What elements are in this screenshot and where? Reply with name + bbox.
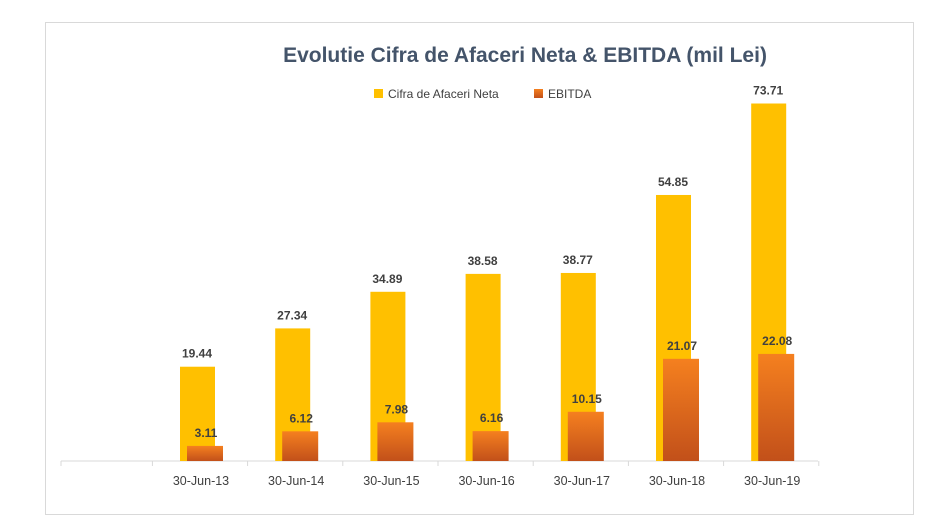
bar-ebitda-30-Jun-18 — [663, 358, 699, 461]
chart-legend: Cifra de Afaceri Neta EBITDA — [374, 87, 591, 101]
data-label-revenue-30-Jun-19: 73.71 — [753, 84, 783, 98]
legend-label-ebitda: EBITDA — [548, 87, 591, 101]
bar-ebitda-30-Jun-14 — [282, 431, 319, 461]
data-label-revenue-30-Jun-13: 19.44 — [182, 347, 212, 361]
legend-label-revenue: Cifra de Afaceri Neta — [388, 87, 499, 101]
bar-revenue-30-Jun-13 — [180, 366, 215, 461]
data-label-ebitda-30-Jun-18: 21.07 — [667, 339, 697, 353]
bar-ebitda-30-Jun-17 — [567, 411, 604, 461]
legend-swatch-revenue — [374, 89, 383, 98]
data-label-revenue-30-Jun-17: 38.77 — [563, 253, 593, 267]
bar-ebitda-30-Jun-13 — [187, 445, 223, 461]
data-label-ebitda-30-Jun-19: 22.08 — [762, 334, 792, 348]
x-tick-label-30-Jun-18: 30-Jun-18 — [649, 474, 705, 488]
data-label-revenue-30-Jun-18: 54.85 — [658, 175, 688, 189]
bar-ebitda-30-Jun-16 — [472, 431, 509, 461]
data-label-revenue-30-Jun-15: 34.89 — [372, 272, 402, 286]
data-label-ebitda-30-Jun-15: 7.98 — [385, 402, 409, 416]
x-tick-label-30-Jun-16: 30-Jun-16 — [458, 474, 514, 488]
x-tick-label-30-Jun-14: 30-Jun-14 — [268, 474, 324, 488]
x-tick-label-30-Jun-17: 30-Jun-17 — [554, 474, 610, 488]
data-label-ebitda-30-Jun-17: 10.15 — [572, 392, 602, 406]
data-label-ebitda-30-Jun-14: 6.12 — [290, 411, 314, 425]
data-label-revenue-30-Jun-14: 27.34 — [277, 308, 307, 322]
x-tick-label-30-Jun-19: 30-Jun-19 — [744, 474, 800, 488]
x-tick-label-30-Jun-13: 30-Jun-13 — [173, 474, 229, 488]
data-label-revenue-30-Jun-16: 38.58 — [468, 254, 498, 268]
bar-ebitda-30-Jun-19 — [758, 353, 795, 461]
x-tick-label-30-Jun-15: 30-Jun-15 — [363, 474, 419, 488]
bar-ebitda-30-Jun-15 — [377, 422, 414, 461]
plot-area: 19.44 3.11 30-Jun-13 27.34 6.12 30-Jun-14 34.8… — [60, 84, 820, 488]
legend-swatch-ebitda — [534, 89, 543, 98]
data-label-ebitda-30-Jun-16: 6.16 — [480, 411, 504, 425]
bar-revenue-30-Jun-16 — [465, 273, 501, 461]
data-label-ebitda-30-Jun-13: 3.11 — [195, 426, 218, 440]
chart-title: Evolutie Cifra de Afaceri Neta & EBITDA … — [283, 44, 767, 67]
